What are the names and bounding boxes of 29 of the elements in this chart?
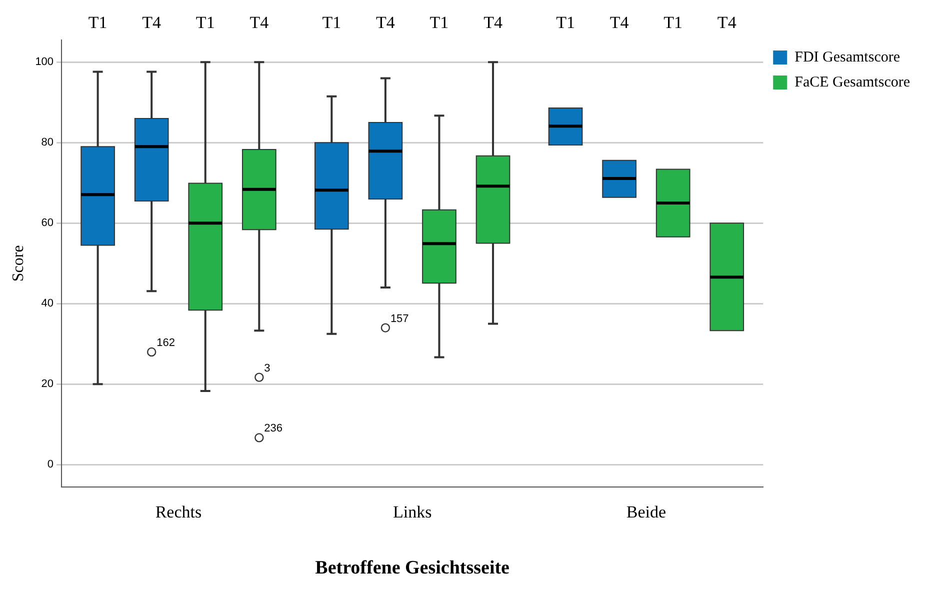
text: T1	[556, 13, 575, 32]
x-axis-title: Betroffene Gesichtsseite	[315, 558, 510, 579]
text: T4	[376, 13, 396, 32]
legend-label: FDI Gesamtscore	[794, 49, 900, 66]
legend-label: FaCE Gesamtscore	[794, 74, 910, 90]
text: T1	[196, 13, 215, 32]
text: T1	[430, 13, 449, 32]
y-tick-label: 0	[47, 458, 54, 471]
y-axis-title: Score	[10, 245, 27, 282]
y-tick-label: 40	[41, 298, 54, 310]
text: T1	[88, 13, 108, 32]
text: T4	[484, 13, 503, 32]
y-tick-label: 100	[35, 56, 54, 68]
y-tick-label: 20	[41, 378, 54, 390]
annotation: 162	[156, 336, 175, 349]
text: T4	[610, 13, 630, 32]
x-tick-label: Rechts	[155, 502, 202, 522]
y-tick-label: 60	[41, 217, 54, 230]
x-tick-label: Beide	[626, 502, 666, 522]
y-tick-label: 80	[41, 136, 54, 149]
x-tick-label: Links	[392, 502, 432, 522]
text: T4	[142, 13, 162, 32]
annotation: 157	[390, 312, 409, 325]
text: T1	[664, 13, 683, 32]
annotation: 3	[264, 362, 270, 374]
text: T4	[717, 13, 737, 32]
text: T4	[250, 13, 270, 32]
text: T1	[322, 13, 342, 32]
annotation: 236	[264, 422, 283, 435]
